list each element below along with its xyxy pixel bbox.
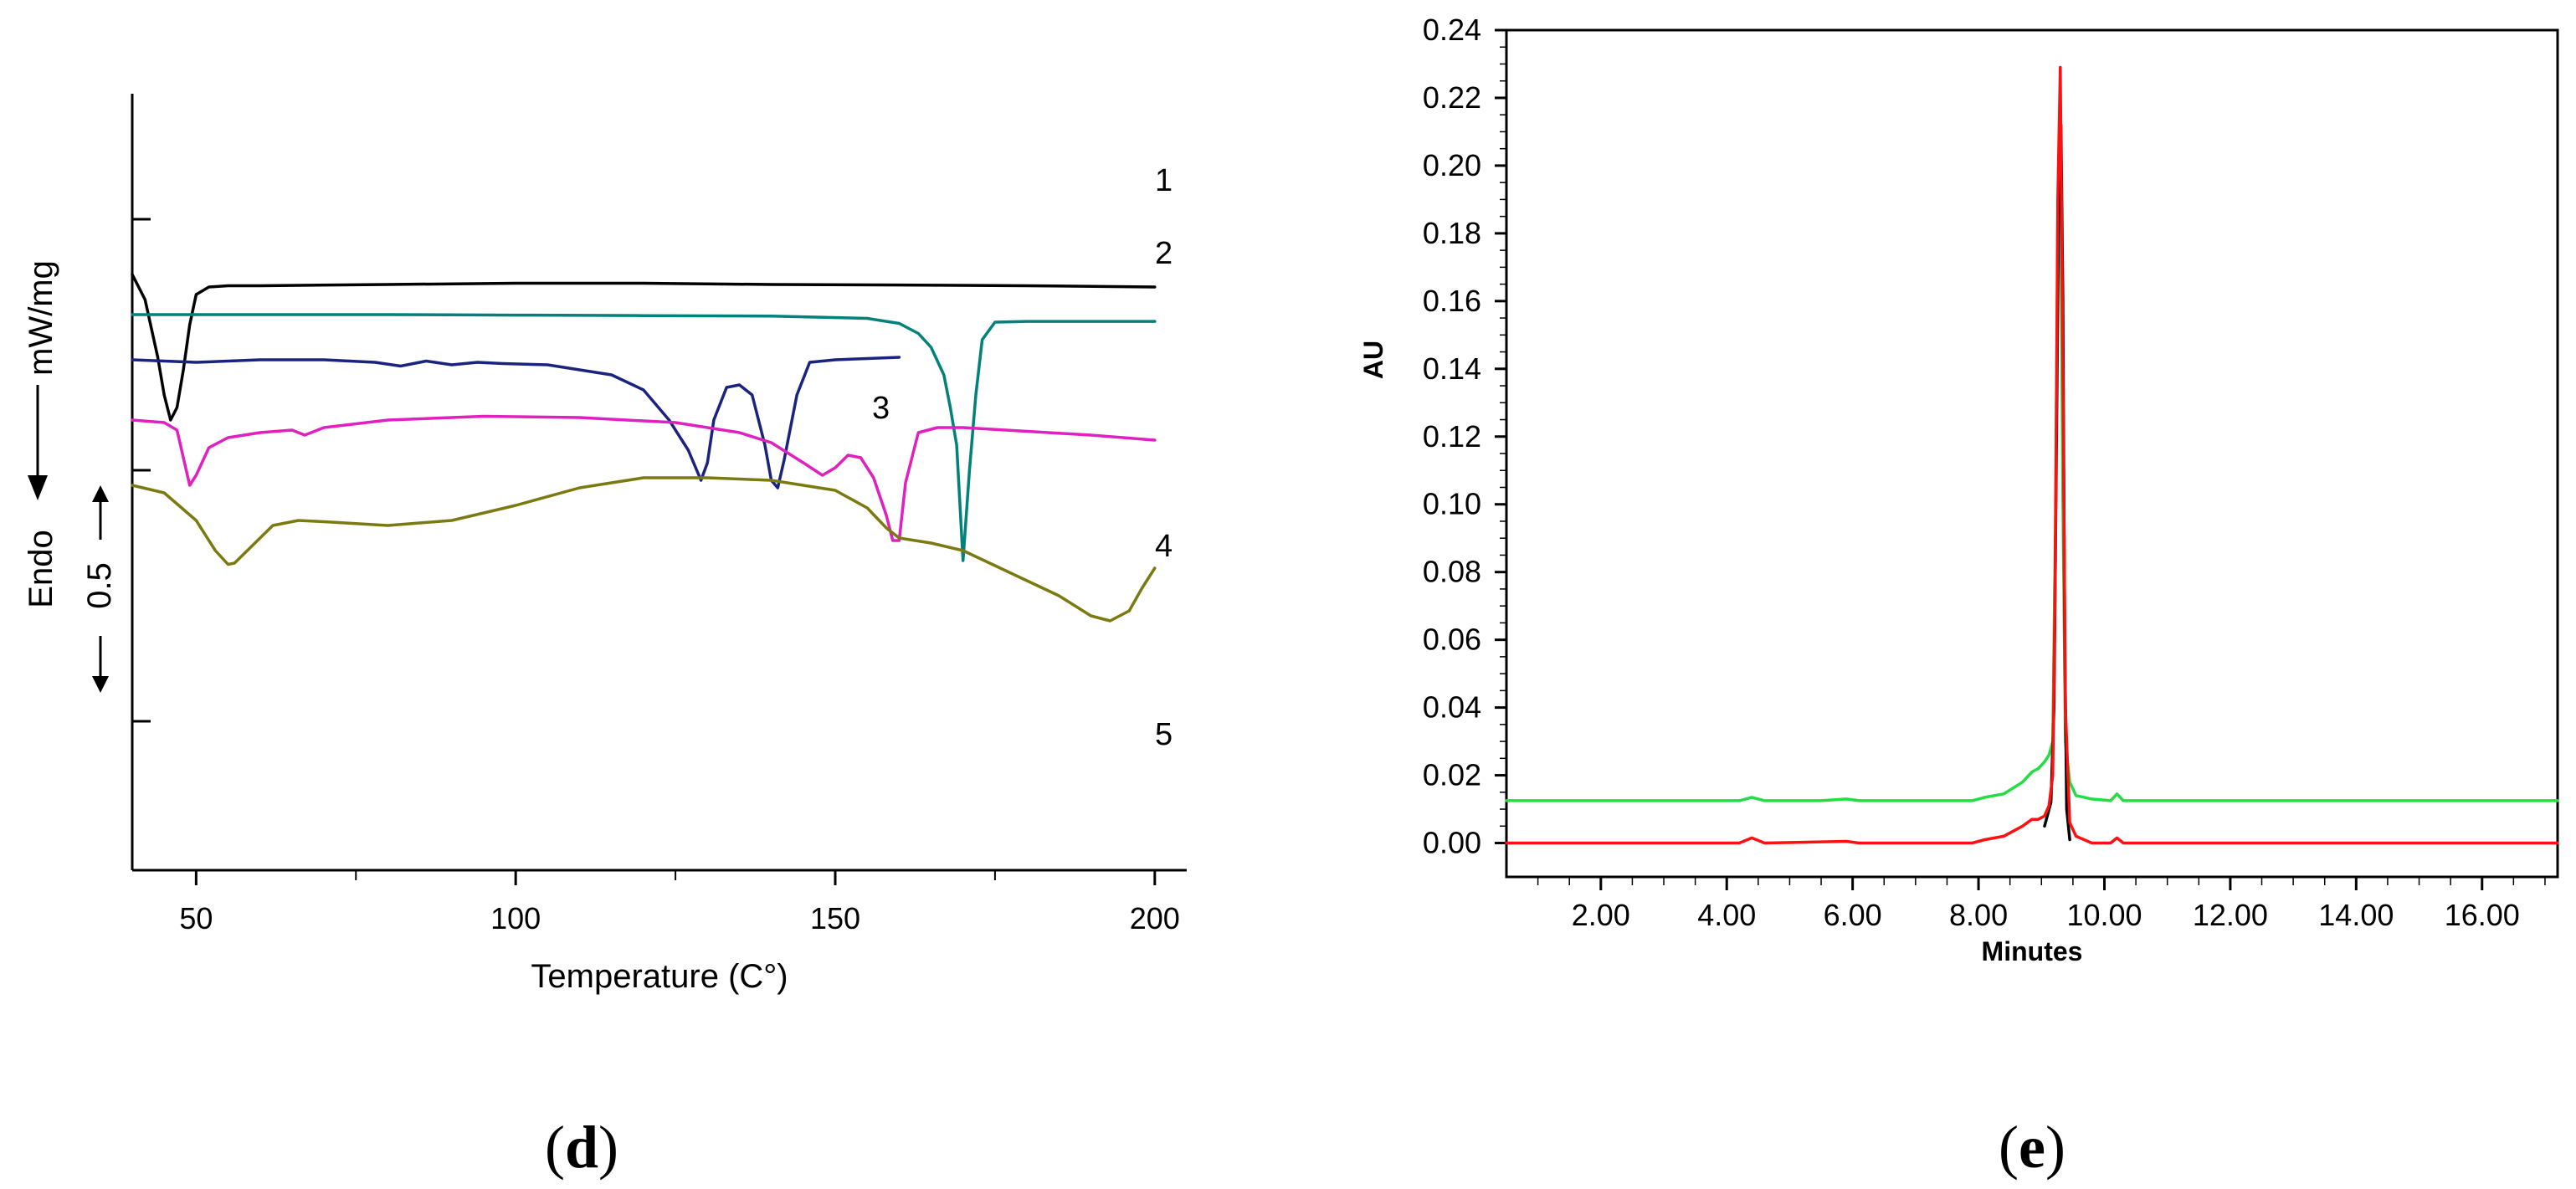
panel-label-d: (d) <box>545 1114 618 1181</box>
dsc-curve-label-2: 2 <box>1155 236 1173 271</box>
dsc-units-label: mW/mg <box>23 260 59 376</box>
hplc-x-tick-label: 12.00 <box>2193 898 2268 932</box>
hplc-x-tick-label: 10.00 <box>2066 898 2142 932</box>
hplc-series <box>1505 65 2559 845</box>
hplc-y-tick-label: 0.06 <box>1423 623 1481 657</box>
dsc-series: 1 2 3 4 5 <box>131 163 1173 752</box>
dsc-y-axis-annotation: Endo mW/mg 0.5 <box>23 260 118 693</box>
dsc-scale-up-arrow-icon <box>92 485 109 502</box>
hplc-x-tick-label: 2.00 <box>1572 898 1630 932</box>
dsc-x-axis-title: Temperature (C°) <box>531 958 788 995</box>
hplc-y-tick-label: 0.12 <box>1423 419 1481 454</box>
dsc-x-ticks: 50 100 150 200 <box>179 870 1180 935</box>
hplc-y-tick-label: 0.02 <box>1423 758 1481 792</box>
dsc-scale-down-arrow-icon <box>92 676 109 693</box>
hplc-x-axis-title: Minutes <box>1982 936 2083 966</box>
hplc-x-tick-label: 14.00 <box>2318 898 2394 932</box>
hplc-y-tick-label: 0.14 <box>1423 351 1481 386</box>
dsc-scale-bar-label: 0.5 <box>81 562 118 609</box>
hplc-x-tick-label: 16.00 <box>2445 898 2520 932</box>
dsc-curve-label-3: 3 <box>872 391 890 426</box>
hplc-trace-red <box>1505 65 2559 845</box>
dsc-x-tick-label: 150 <box>810 901 860 935</box>
dsc-curve-label-5: 5 <box>1155 717 1173 752</box>
hplc-chart: 0.00 0.02 0.04 0.06 0.08 0.10 0.12 0.14 0.16 0.18… <box>1358 13 2559 966</box>
hplc-y-tick-label: 0.22 <box>1423 80 1481 115</box>
hplc-y-ticks: 0.00 0.02 0.04 0.06 0.08 0.10 0.12 0.14 0.16 0.18… <box>1423 13 1506 860</box>
dsc-curve-2 <box>131 313 1157 562</box>
hplc-x-tick-label: 8.00 <box>1949 898 2008 932</box>
hplc-y-tick-label: 0.04 <box>1423 690 1481 725</box>
hplc-x-tick-label: 6.00 <box>1824 898 1882 932</box>
dsc-curve-3 <box>131 356 901 489</box>
dsc-chart: 50 100 150 200 1 2 3 4 5 Temperature (C°) Endo … <box>23 94 1187 995</box>
panel-label-e: (e) <box>1999 1114 2065 1181</box>
dsc-curve-label-4: 4 <box>1155 529 1173 564</box>
dsc-axes <box>131 94 1187 872</box>
dsc-curve-4 <box>131 414 1157 542</box>
hplc-y-tick-label: 0.16 <box>1423 284 1481 318</box>
dsc-x-tick-label: 100 <box>490 901 541 935</box>
hplc-y-tick-label: 0.24 <box>1423 13 1481 47</box>
dsc-endo-arrow-icon <box>28 475 48 500</box>
dsc-curve-5 <box>131 476 1157 623</box>
dsc-curve-label-1: 1 <box>1155 163 1173 198</box>
hplc-x-ticks: 2.00 4.00 6.00 8.00 10.00 12.00 14.00 16.00 <box>1537 877 2546 932</box>
hplc-x-tick-label: 4.00 <box>1697 898 1756 932</box>
hplc-y-tick-label: 0.00 <box>1423 826 1481 860</box>
hplc-plot-frame <box>1505 28 2559 879</box>
hplc-y-tick-label: 0.08 <box>1423 555 1481 589</box>
dsc-endo-label: Endo <box>23 530 59 607</box>
hplc-trace-green <box>1505 146 2559 802</box>
dsc-curve-1 <box>131 273 1157 422</box>
dsc-x-tick-label: 50 <box>179 901 213 935</box>
hplc-y-axis-title: AU <box>1358 341 1388 379</box>
hplc-y-tick-label: 0.18 <box>1423 216 1481 250</box>
hplc-y-tick-label: 0.20 <box>1423 148 1481 182</box>
dsc-x-tick-label: 200 <box>1130 901 1180 935</box>
hplc-y-tick-label: 0.10 <box>1423 487 1481 521</box>
